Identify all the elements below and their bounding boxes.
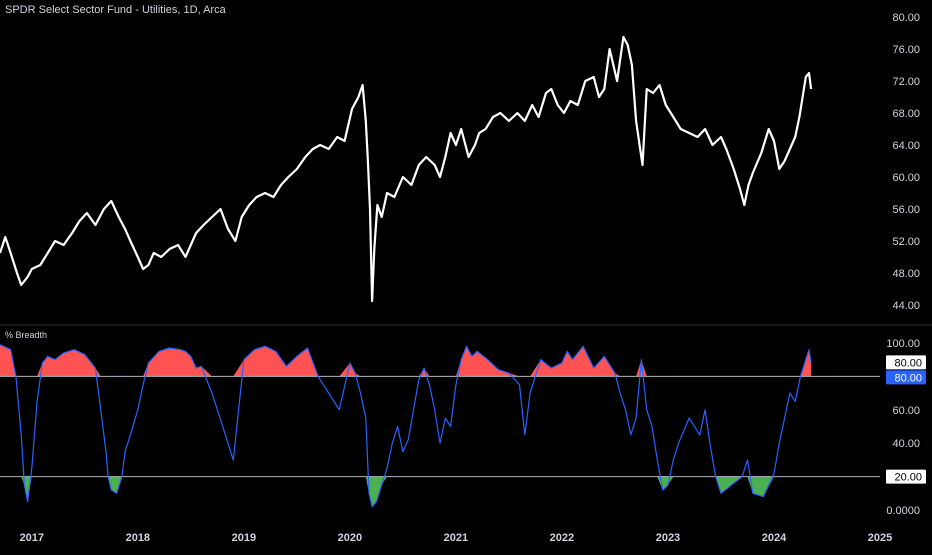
price-axis-tick: 48.00 (892, 268, 920, 280)
price-axis-tick: 76.00 (892, 44, 920, 56)
breadth-series-line[interactable] (0, 344, 812, 508)
current-value-badge-text: 80.00 (894, 372, 922, 384)
time-axis-tick: 2025 (868, 532, 892, 544)
time-axis-tick: 2021 (444, 532, 468, 544)
time-axis-tick: 2018 (126, 532, 150, 544)
time-axis-tick: 2024 (762, 532, 787, 544)
price-axis-tick: 56.00 (892, 204, 920, 216)
breadth-pane[interactable] (0, 344, 880, 508)
lower-level-badge-text: 20.00 (894, 472, 922, 484)
breadth-axis-tick: 100.00 (886, 338, 920, 350)
breadth-axis-tick: 40.00 (892, 438, 920, 450)
lower-level-badge (886, 469, 926, 484)
chart-title: SPDR Select Sector Fund - Utilities, 1D,… (5, 4, 226, 16)
price-axis-tick: 60.00 (892, 172, 920, 184)
overbought-fill-area (0, 344, 812, 377)
price-axis-tick: 72.00 (892, 76, 920, 88)
upper-level-badge (886, 355, 926, 370)
price-axis-tick: 68.00 (892, 108, 920, 120)
time-axis-tick: 2023 (656, 532, 680, 544)
price-axis-tick: 80.00 (892, 12, 920, 24)
axis-layer: 80.00 76.00 72.00 68.00 64.00 60.00 56.00 52.00… (20, 12, 926, 544)
current-value-badge (886, 370, 926, 385)
upper-level-badge-text: 80.00 (894, 357, 922, 369)
breadth-axis-tick: 60.00 (892, 405, 920, 417)
breadth-axis-tick: 0.0000 (886, 505, 920, 517)
time-axis-tick: 2022 (550, 532, 574, 544)
price-axis-tick: 64.00 (892, 140, 920, 152)
price-series-line[interactable] (0, 35, 813, 303)
price-axis-tick: 52.00 (892, 236, 920, 248)
price-pane[interactable] (0, 35, 813, 303)
indicator-label[interactable]: % Breadth (5, 330, 48, 340)
price-axis-tick: 44.00 (892, 300, 920, 312)
time-axis-tick: 2017 (20, 532, 44, 544)
time-axis-tick: 2019 (232, 532, 256, 544)
time-axis-tick: 2020 (338, 532, 362, 544)
